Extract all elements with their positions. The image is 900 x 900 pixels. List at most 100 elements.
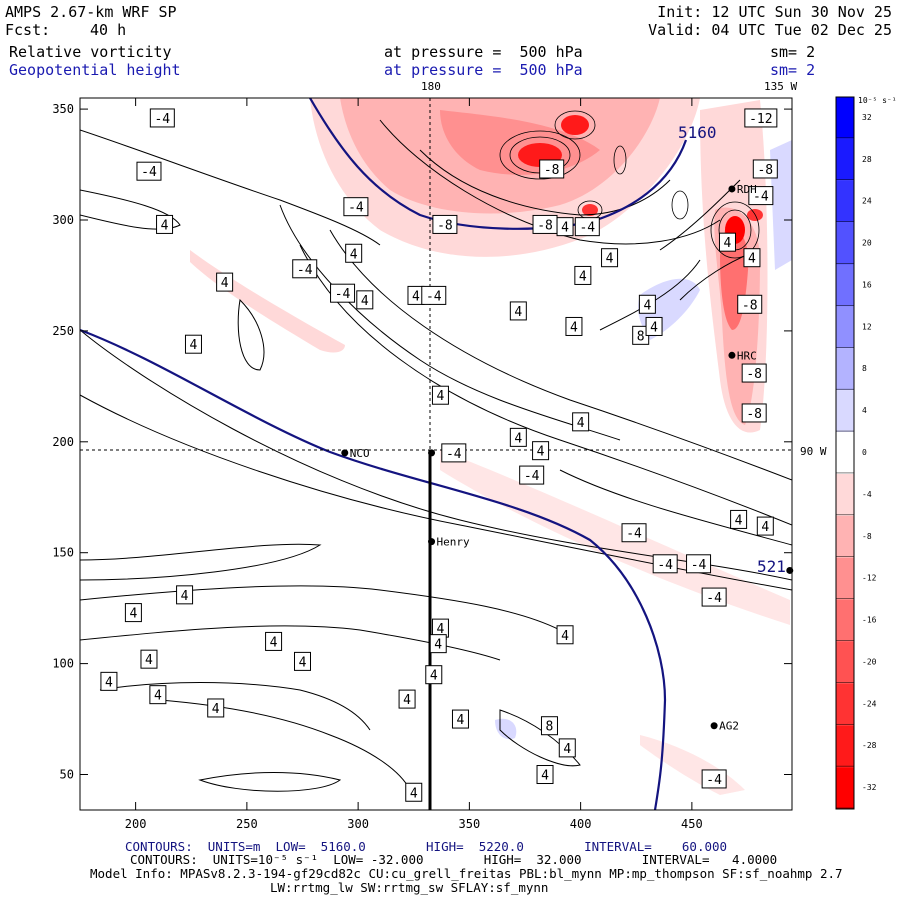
contour-label-box (140, 649, 158, 669)
contour-label-text: -8 (537, 218, 553, 233)
vorticity-max-core (561, 115, 589, 135)
contour-label: 4 (425, 665, 443, 685)
field2-level: at pressure = 500 hPa (384, 61, 583, 79)
contour-label: 4 (405, 782, 423, 802)
contour-label-box (539, 159, 565, 179)
contour-label-text: -4 (579, 221, 595, 236)
contour-label-text: 4 (561, 221, 569, 236)
contour-label-box (207, 698, 225, 718)
contour-label-box (601, 248, 619, 268)
vorticity-contour (613, 145, 627, 175)
contour-label-text: 4 (514, 431, 522, 446)
colorbar-label: -20 (862, 657, 877, 666)
contour-label-text: 4 (761, 520, 769, 535)
contour-label-box (718, 232, 736, 252)
colorbar-label: 0 (862, 448, 867, 457)
contour-label: 4 (743, 248, 761, 268)
colorbar-label: 8 (862, 364, 867, 373)
contour-label-text: -8 (742, 298, 758, 313)
contour-label-box (741, 403, 767, 423)
contour-label: -4 (701, 769, 727, 789)
contour-label-box (532, 441, 550, 461)
contour-label-text: -8 (746, 407, 762, 422)
plot-frame (79, 97, 793, 811)
station-marker (728, 185, 736, 193)
contour-label: -8 (741, 363, 767, 383)
contour-label: -4 (574, 217, 600, 237)
contour-label: 4 (718, 232, 736, 252)
contour-label-box (509, 427, 527, 447)
colorbar-segment (836, 97, 854, 139)
station-label: HRC (737, 349, 757, 362)
contour-label-text: 4 (145, 653, 153, 668)
contour-label: 4 (565, 316, 583, 336)
colorbar-segment (836, 515, 854, 558)
contour-label-box (621, 523, 647, 543)
vorticity-contour (299, 244, 792, 526)
contour-label-box (645, 316, 663, 336)
colorbar-unit: 10⁻⁵ s⁻¹ (858, 96, 897, 105)
contour-label: 4 (536, 765, 554, 785)
y-tick-label: 200 (52, 435, 74, 449)
contour-label-box (744, 108, 778, 128)
contour-label-text: -4 (154, 112, 170, 127)
contour-label: 4 (451, 709, 469, 729)
colorbar-label: 20 (862, 239, 872, 248)
contour-label: -4 (748, 186, 774, 206)
vorticity-contour (710, 201, 760, 259)
contour-label-text: -8 (746, 367, 762, 382)
contour-label-box (565, 316, 583, 336)
contour-label-text: -4 (335, 287, 351, 302)
contour-label-text: 4 (350, 247, 358, 262)
contour-label: -4 (343, 197, 369, 217)
contour-label-text: 4 (434, 638, 442, 653)
vorticity-contour (599, 259, 701, 331)
contour-label-text: 4 (563, 742, 571, 757)
contour-label: 4 (730, 509, 748, 529)
vorticity-neg-region (190, 250, 345, 353)
contour-label: 4 (356, 290, 374, 310)
colorbar-label: 28 (862, 155, 872, 164)
contour-label-box (574, 265, 592, 285)
footer-model-info-2: LW:rrtmg_lw SW:rrtmg_sw SFLAY:sf_mynn (270, 880, 549, 895)
height-contour-5220 (80, 328, 667, 810)
station-marker (786, 566, 794, 574)
model-title: AMPS 2.67-km WRF SP (5, 3, 177, 21)
y-tick-label: 300 (52, 213, 74, 227)
contour-label-text: -8 (757, 163, 773, 178)
contour-label-box (292, 259, 318, 279)
contour-label-box (100, 671, 118, 691)
contour-label-text: -4 (297, 263, 313, 278)
vorticity-contour (499, 709, 581, 767)
contour-label-box (638, 294, 656, 314)
colorbar-segment (836, 767, 854, 809)
vorticity-contour (554, 110, 596, 140)
contour-label-box (156, 214, 174, 234)
contour-label-text: 4 (606, 252, 614, 267)
station-marker (710, 722, 718, 730)
colorbar-frame (835, 96, 855, 810)
y-tick-label: 50 (60, 768, 74, 782)
contour-label: 4 (140, 649, 158, 669)
x-tick-label: 400 (570, 817, 592, 831)
contour-label-box (686, 554, 712, 574)
contour-label-box (184, 334, 202, 354)
contour-label-text: 4 (437, 622, 445, 637)
contour-label: -4 (519, 465, 545, 485)
contour-label: 4 (431, 385, 449, 405)
contour-label: 4 (407, 285, 425, 305)
contour-label: -4 (292, 259, 318, 279)
contour-label: 4 (149, 685, 167, 705)
contour-label-text: -4 (348, 201, 364, 216)
field1-name: Relative vorticity (9, 43, 172, 61)
colorbar: 32 28 24 20 16 12 8 4 0 -4 -8 -12 -16 -20 -24 -28 -32 (835, 96, 877, 810)
vorticity-contour (80, 625, 501, 661)
contour-label-text: 4 (577, 416, 585, 431)
contour-label: 4 (601, 248, 619, 268)
contour-label: 4 (558, 738, 576, 758)
contour-label: -8 (741, 403, 767, 423)
contour-label-text: 8 (546, 720, 554, 735)
footer-model-info: Model Info: MPASv8.2.3-194-gf29cd82c CU:… (90, 866, 843, 881)
contour-label-text: 4 (190, 338, 198, 353)
contour-label: 4 (124, 603, 142, 623)
